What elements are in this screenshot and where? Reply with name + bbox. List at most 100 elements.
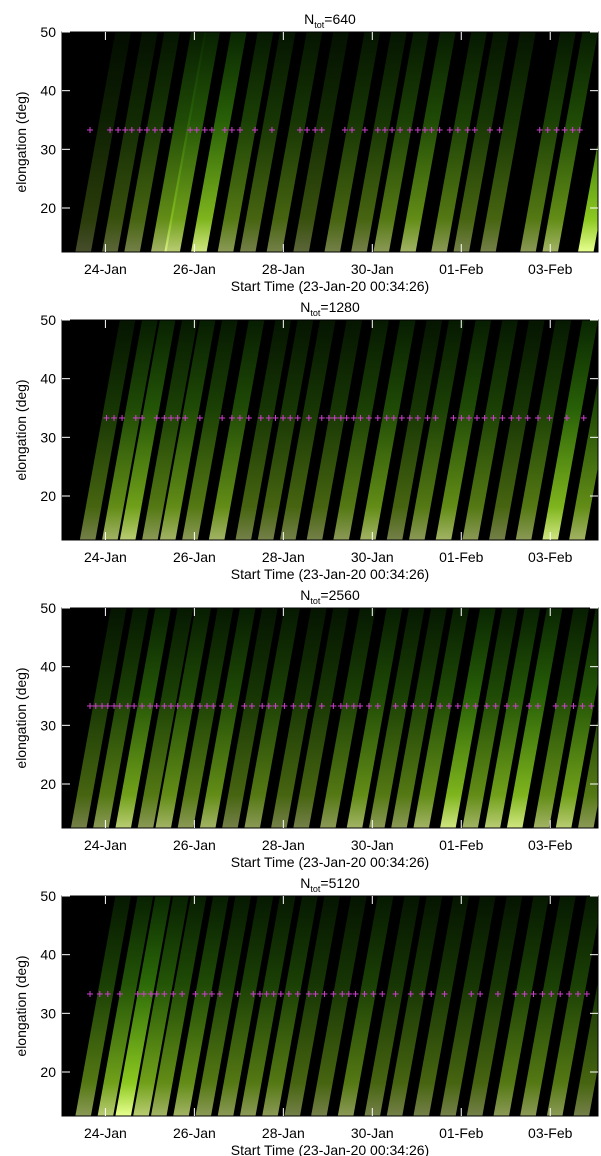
marker: [576, 126, 583, 133]
marker: [490, 414, 497, 421]
streak: [217, 896, 274, 1116]
marker: [216, 990, 223, 997]
marker: [563, 414, 570, 421]
streak: [542, 32, 598, 252]
panel: 20 30 40 50 24-Jan 26-Jan 28-Jan 30-Jan 01-Feb 03…: [13, 875, 599, 1156]
marker: [250, 990, 257, 997]
marker: [252, 126, 259, 133]
streak: [195, 896, 252, 1116]
marker: [257, 414, 264, 421]
marker: [188, 702, 195, 709]
x-tick-label: 28-Jan: [262, 837, 305, 853]
marker: [159, 126, 166, 133]
marker: [140, 990, 147, 997]
marker: [312, 990, 319, 997]
marker: [219, 702, 226, 709]
streak: [173, 896, 229, 1116]
streak: [480, 32, 536, 252]
marker: [492, 702, 499, 709]
marker: [147, 702, 154, 709]
marker: [428, 126, 435, 133]
marker: [87, 126, 94, 133]
streak: [137, 608, 194, 828]
panel-title: Ntot=1280: [300, 299, 360, 318]
marker: [515, 414, 522, 421]
marker: [406, 414, 413, 421]
marker: [272, 702, 279, 709]
marker: [147, 990, 154, 997]
marker: [161, 702, 168, 709]
marker: [524, 414, 531, 421]
marker: [228, 702, 235, 709]
marker: [92, 702, 99, 709]
marker: [552, 702, 559, 709]
x-tick-label: 30-Jan: [351, 261, 394, 277]
marker: [341, 126, 348, 133]
marker: [553, 126, 560, 133]
streak: [555, 608, 598, 828]
streak: [364, 896, 421, 1116]
marker: [499, 414, 506, 421]
title-sub: tot: [310, 884, 321, 894]
marker: [204, 702, 211, 709]
marker: [272, 414, 279, 421]
marker: [561, 702, 568, 709]
marker: [111, 414, 118, 421]
streak: [542, 320, 598, 540]
y-axis-label: elongation (deg): [13, 667, 29, 768]
title-rest: =5120: [320, 875, 360, 891]
x-tick-label: 03-Feb: [528, 837, 573, 853]
marker: [167, 414, 174, 421]
streak: [577, 718, 598, 828]
streak: [124, 32, 180, 252]
marker: [474, 414, 481, 421]
streak: [217, 32, 274, 252]
marker: [103, 414, 110, 421]
marker: [318, 126, 325, 133]
streak: [115, 608, 171, 828]
marker: [512, 702, 519, 709]
marker: [574, 990, 581, 997]
streak: [368, 608, 425, 828]
marker: [208, 990, 215, 997]
marker: [483, 702, 490, 709]
streak: [159, 320, 216, 540]
streak: [373, 32, 429, 252]
marker: [167, 126, 174, 133]
streak: [573, 981, 598, 1116]
marker: [419, 990, 426, 997]
marker: [486, 126, 493, 133]
marker: [196, 414, 203, 421]
marker: [421, 126, 428, 133]
marker: [428, 990, 435, 997]
marker: [87, 990, 94, 997]
streak: [79, 320, 136, 540]
x-tick-label: 03-Feb: [528, 261, 573, 277]
marker: [305, 990, 312, 997]
marker: [304, 126, 311, 133]
streak: [413, 896, 470, 1116]
y-tick-label: 20: [40, 488, 56, 504]
marker: [234, 990, 241, 997]
marker: [468, 990, 475, 997]
streak: [431, 32, 487, 252]
marker: [182, 702, 189, 709]
streak: [311, 896, 367, 1116]
y-tick-label: 50: [40, 312, 56, 328]
streak: [93, 608, 149, 828]
streak: [413, 608, 470, 828]
marker: [389, 126, 396, 133]
marker: [534, 702, 541, 709]
x-tick-label: 26-Jan: [173, 549, 216, 565]
marker: [466, 414, 473, 421]
marker: [407, 990, 414, 997]
marker: [445, 702, 452, 709]
marker: [437, 702, 444, 709]
marker: [512, 990, 519, 997]
marker: [208, 126, 215, 133]
streak: [360, 320, 416, 540]
marker: [318, 702, 325, 709]
streak: [133, 896, 189, 1116]
marker: [256, 990, 263, 997]
